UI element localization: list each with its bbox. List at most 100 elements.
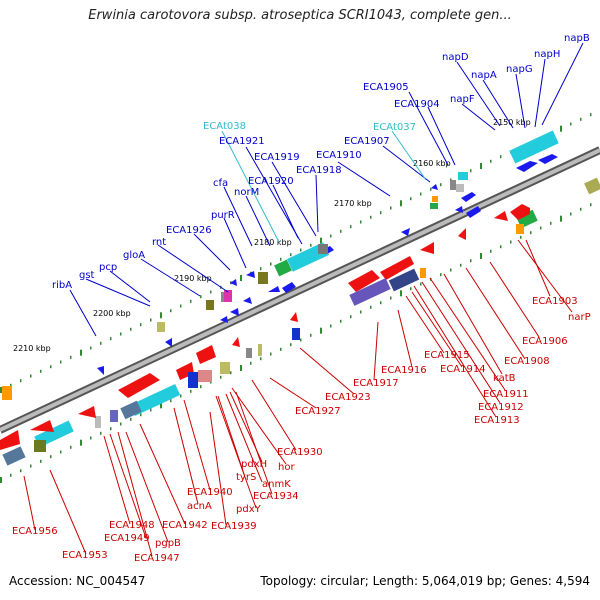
topology-text: Topology: circular; Length: 5,064,019 bp… [260, 574, 590, 588]
gene-label-ECA1927: ECA1927 [295, 406, 341, 417]
tick-mark [160, 312, 162, 319]
gene-label-pdxY: pdxY [236, 504, 262, 515]
tick-mark [240, 275, 242, 281]
tick-mark [470, 169, 472, 173]
tick-mark [30, 464, 32, 468]
gene-label-ECA1907: ECA1907 [344, 136, 390, 147]
scale-label-2210: 2210 kbp [13, 344, 51, 353]
tick-mark [240, 365, 242, 371]
tick-mark [80, 349, 82, 356]
tick-mark [510, 240, 512, 244]
tick-mark [560, 125, 562, 132]
gene-label-ECA1917: ECA1917 [353, 378, 399, 389]
tick-mark [150, 408, 152, 412]
gene-label-ECA1947: ECA1947 [134, 553, 180, 564]
tick-mark [560, 215, 562, 222]
gene-label-ECA1918: ECA1918 [296, 165, 342, 176]
gene-label-ECA1903: ECA1903 [532, 296, 578, 307]
gene-label-ECA1948: ECA1948 [109, 520, 155, 531]
tick-mark [100, 431, 102, 435]
gene-label-ECA1926: ECA1926 [166, 225, 212, 236]
gene-label-ECA1920: ECA1920 [248, 176, 294, 187]
backbone [0, 146, 600, 434]
tick-mark [290, 253, 292, 257]
tick-mark [260, 357, 262, 361]
gene-label-ECA1919: ECA1919 [254, 152, 300, 163]
tick-mark [20, 379, 22, 383]
tick-mark [360, 310, 362, 314]
tick-mark [250, 361, 252, 365]
tick-mark [310, 243, 312, 247]
trna-label-ECAt037: ECAt037 [373, 122, 416, 133]
tick-mark [120, 422, 122, 426]
gene-label-narP: narP [568, 312, 591, 323]
tick-mark [10, 473, 12, 477]
tick-mark [200, 385, 202, 389]
tick-mark [330, 234, 332, 238]
gene-label-tyrS: tyrS [236, 472, 256, 483]
tick-mark [80, 439, 82, 446]
gene-label-pcp: pcp [99, 262, 117, 273]
tick-mark [180, 394, 182, 398]
tick-mark [420, 192, 422, 196]
tick-mark [370, 305, 372, 309]
gene-label-napD: napD [442, 52, 469, 63]
gene-label-ECA1908: ECA1908 [504, 356, 550, 367]
tick-mark [280, 257, 282, 261]
tick-mark [440, 273, 442, 277]
tick-mark [60, 360, 62, 364]
tick-mark [150, 318, 152, 322]
tick-mark [280, 347, 282, 351]
tick-mark [180, 304, 182, 308]
tick-mark [500, 245, 502, 249]
gene-label-napB: napB [564, 33, 590, 44]
gene-label-ECA1942: ECA1942 [162, 520, 208, 531]
tick-mark [410, 287, 412, 291]
tick-mark [490, 249, 492, 253]
gene-label-napH: napH [534, 49, 560, 60]
tick-mark [490, 159, 492, 163]
tick-mark [300, 338, 302, 342]
gene-label-ECA1930: ECA1930 [277, 447, 323, 458]
tick-mark [500, 155, 502, 159]
callout-lines [23, 42, 584, 557]
tick-mark [50, 455, 52, 459]
tick-mark [290, 343, 292, 347]
tick-mark [110, 337, 112, 341]
gene-label-napF: napF [450, 94, 475, 105]
tick-mark [340, 229, 342, 233]
gene-label-pdxH: pdxH [241, 459, 267, 470]
gene-label-ECA1911: ECA1911 [483, 389, 529, 400]
tick-mark [270, 262, 272, 266]
tick-mark [140, 323, 142, 327]
tick-mark [230, 371, 232, 375]
scale-label-2160: 2160 kbp [413, 159, 451, 168]
tick-mark [270, 352, 272, 356]
tick-mark [90, 346, 92, 350]
tick-mark [350, 315, 352, 319]
tick-mark [130, 417, 132, 421]
gene-label-ECA1940: ECA1940 [187, 487, 233, 498]
gene-label-ECA1915: ECA1915 [424, 350, 470, 361]
tick-mark [460, 263, 462, 267]
tick-mark [140, 413, 142, 417]
gene-label-ECA1912: ECA1912 [478, 402, 524, 413]
tick-mark [190, 389, 192, 393]
tick-mark [10, 383, 12, 387]
tick-mark [540, 226, 542, 230]
tick-mark [570, 122, 572, 126]
gene-label-ECA1904: ECA1904 [394, 99, 440, 110]
tick-mark [380, 211, 382, 215]
reverse-gene-labels: ECA1903 narP ECA1906 ECA1908 katB ECA191… [12, 296, 591, 564]
tick-mark [480, 253, 482, 259]
gene-label-ECA1953: ECA1953 [62, 550, 108, 561]
scale-label-2180: 2180 kbp [254, 238, 292, 247]
gene-label-ribA: ribA [52, 280, 72, 291]
tick-mark [480, 163, 482, 169]
gene-label-anmK: anmK [262, 479, 291, 490]
trna-labels: ECAt038 ECAt037 [203, 121, 416, 133]
scale-label-2150: 2150 kbp [493, 118, 531, 127]
gene-label-gst: gst [79, 270, 95, 281]
gene-label-cfa: cfa [213, 178, 228, 189]
gene-label-purR: purR [211, 210, 235, 221]
